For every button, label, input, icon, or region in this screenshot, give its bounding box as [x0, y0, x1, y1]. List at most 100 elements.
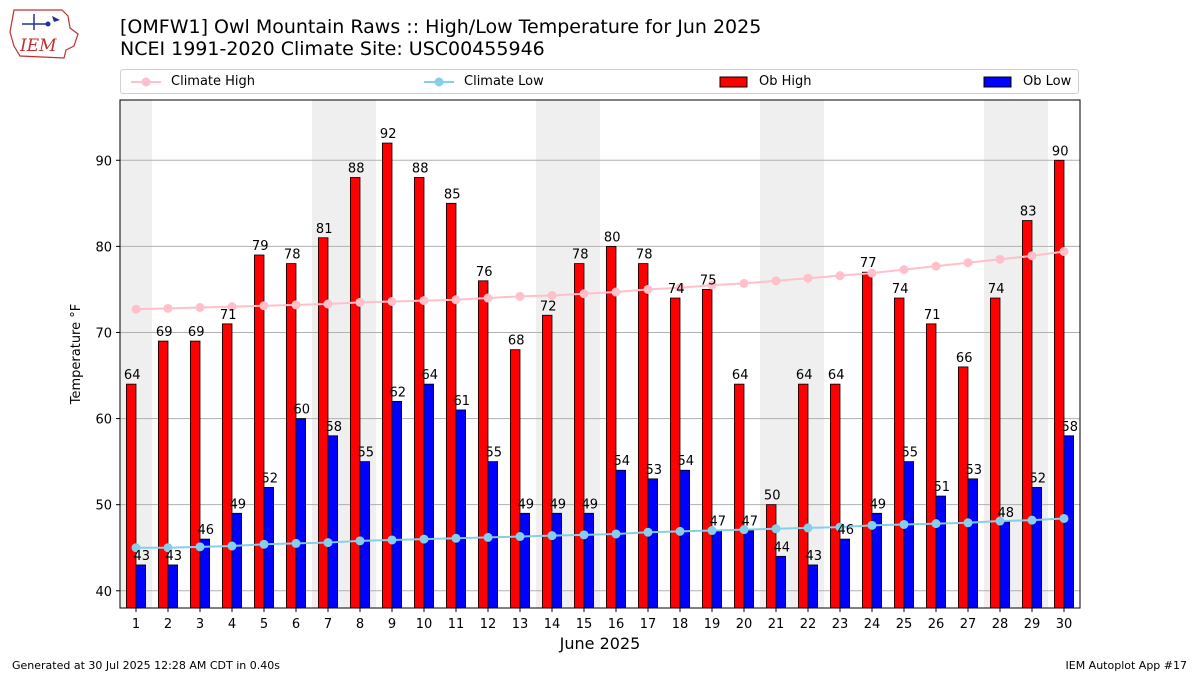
x-tick-label: 14	[544, 617, 561, 632]
x-tick-label: 27	[960, 617, 977, 632]
climate-high-point	[675, 283, 685, 293]
ob-high-label: 80	[604, 230, 621, 245]
ob-low-bar	[903, 461, 915, 609]
climate-high-point	[643, 284, 653, 294]
climate-low-point	[931, 519, 941, 529]
ob-low-label: 64	[422, 368, 439, 383]
ob-high-bar	[1022, 220, 1033, 609]
ob-low-label: 49	[582, 497, 599, 512]
ob-high-bar	[670, 297, 681, 609]
climate-high-point	[1059, 247, 1069, 257]
ob-high-bar	[862, 271, 873, 609]
ob-low-bar	[583, 512, 595, 609]
ob-low-label: 55	[902, 446, 919, 461]
x-tick-label: 29	[1024, 617, 1041, 632]
x-tick-label: 23	[832, 617, 849, 632]
climate-low-point	[195, 542, 205, 552]
climate-low-point	[259, 539, 269, 549]
climate-low-line	[136, 517, 1065, 549]
ob-low-label: 53	[966, 463, 983, 478]
y-tick-label: 90	[95, 154, 112, 169]
ob-low-label: 53	[646, 463, 663, 478]
ob-low-bar	[935, 495, 947, 609]
legend-label: Climate Low	[464, 74, 544, 89]
ob-high-bar	[413, 177, 425, 609]
iem-logo: IEM	[9, 9, 79, 59]
ob-high-label: 79	[252, 239, 269, 254]
climate-low-point	[419, 534, 429, 544]
climate-high-swatch	[131, 77, 161, 86]
climate-low-point	[547, 531, 557, 541]
ob-high-label: 66	[956, 351, 973, 366]
legend-climate-high: Climate High	[131, 70, 255, 93]
x-tick-label: 17	[640, 617, 657, 632]
ob-high-label: 64	[732, 368, 749, 383]
climate-low-point	[963, 518, 973, 528]
ob-low-bar	[679, 469, 691, 609]
logo-text: IEM	[19, 36, 57, 56]
climate-low-point	[579, 530, 589, 540]
ob-high-swatch	[719, 76, 748, 87]
ob-low-label: 51	[934, 480, 951, 495]
climate-high-point	[163, 303, 173, 313]
climate-high-point	[451, 295, 461, 305]
ob-low-label: 49	[870, 497, 887, 512]
ob-low-bar	[839, 538, 851, 609]
ob-high-label: 74	[668, 282, 685, 297]
ob-low-bar	[359, 461, 371, 609]
ob-low-label: 58	[1062, 420, 1079, 435]
x-tick-label: 11	[448, 617, 465, 632]
x-tick-label: 6	[292, 617, 300, 632]
climate-low-point	[771, 524, 781, 534]
ob-high-bar	[990, 297, 1001, 609]
climate-high-point	[963, 258, 973, 268]
climate-low-point	[803, 523, 813, 533]
chart-legend: Climate High Climate Low Ob High Ob Low	[120, 69, 1079, 94]
ob-high-bar	[606, 245, 617, 609]
climate-high-point	[259, 301, 269, 311]
x-tick-label: 25	[896, 617, 913, 632]
x-tick-label: 13	[512, 617, 529, 632]
x-tick-label: 30	[1056, 617, 1073, 632]
x-tick-label: 22	[800, 617, 817, 632]
ob-low-bar	[967, 478, 979, 609]
x-tick-label: 4	[228, 617, 236, 632]
x-tick-label: 7	[324, 617, 332, 632]
climate-high-point	[1027, 251, 1037, 261]
ob-high-bar	[638, 263, 649, 609]
climate-high-point	[323, 299, 333, 309]
y-tick-label: 40	[95, 585, 112, 600]
climate-high-point	[515, 291, 525, 301]
ob-low-bar	[455, 409, 467, 609]
climate-high-point	[387, 296, 397, 306]
ob-low-bar	[807, 564, 819, 609]
climate-high-point	[739, 278, 749, 288]
ob-low-label: 62	[390, 385, 407, 400]
ob-high-label: 88	[348, 161, 365, 176]
climate-low-point	[163, 543, 173, 553]
climate-low-point	[131, 543, 141, 553]
climate-low-point	[1027, 515, 1037, 525]
climate-low-point	[739, 525, 749, 535]
climate-high-point	[291, 300, 301, 310]
x-tick-label: 3	[196, 617, 204, 632]
climate-high-point	[835, 271, 845, 281]
x-tick-label: 21	[768, 617, 785, 632]
climate-low-point	[611, 529, 621, 539]
climate-low-point	[355, 536, 365, 546]
ob-high-bar	[958, 366, 969, 609]
climate-low-point	[675, 526, 685, 536]
y-tick-label: 70	[95, 326, 112, 341]
climate-high-point	[195, 303, 205, 313]
ob-low-label: 47	[710, 515, 727, 530]
climate-high-point	[579, 289, 589, 299]
ob-low-label: 44	[774, 540, 791, 555]
ob-low-bar	[647, 478, 659, 609]
ob-low-label: 58	[326, 420, 343, 435]
climate-high-point	[611, 287, 621, 297]
ob-low-label: 52	[262, 471, 279, 486]
x-tick-label: 12	[480, 617, 497, 632]
ob-low-bar	[327, 435, 339, 609]
climate-low-point	[515, 532, 525, 542]
ob-high-bar	[221, 323, 233, 609]
